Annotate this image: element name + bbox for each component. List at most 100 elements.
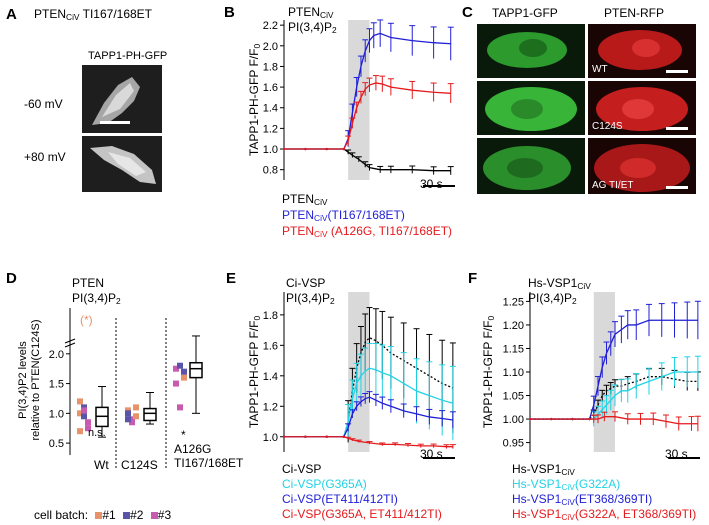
ytick-label-f-2: 1.05 bbox=[503, 391, 524, 403]
micrograph-c-rfp-c124s: C124S bbox=[588, 81, 696, 135]
datapoint-d-0-0 bbox=[77, 410, 83, 417]
axis-break-d-1 bbox=[64, 338, 76, 344]
ytick-label-f-6: 1.25 bbox=[503, 296, 524, 308]
datapoint-d-0-3 bbox=[77, 398, 83, 405]
point-b-2-3 bbox=[342, 147, 346, 151]
ytick-label-d-3: 2.0 bbox=[49, 349, 64, 361]
micrograph-a-minus60 bbox=[82, 65, 162, 133]
ytick-label-f-4: 1.15 bbox=[503, 343, 524, 355]
micrograph-c-rfp-agtiet: AG TI/ET bbox=[588, 138, 696, 194]
ytick-label-b-5: 1.8 bbox=[263, 61, 278, 73]
batch-swatch-1 bbox=[95, 512, 103, 519]
ytick-label-e-4: 1.8 bbox=[263, 310, 278, 322]
ytick-label-f-1: 1.00 bbox=[503, 414, 524, 426]
micrograph-a-plus80 bbox=[82, 136, 162, 192]
micrograph-c-gfp-agtiet bbox=[477, 138, 585, 194]
legend-f-2: Hs-VSP1CiV(G322A) bbox=[512, 477, 621, 493]
legend-f-4: Hs-VSP1CiV(G322A, ET368/369TI) bbox=[512, 507, 697, 523]
axis-break-d-2 bbox=[64, 342, 76, 348]
batch-swatch-3 bbox=[150, 512, 158, 519]
datapoint-d-2-4 bbox=[177, 404, 183, 411]
legend-b-3: PTENCiV (A126G, TI167/168ET) bbox=[282, 224, 453, 240]
legend-f-3: Hs-VSP1CiV(ET368/369TI) bbox=[512, 492, 653, 508]
ytick-label-e-1: 1.2 bbox=[263, 401, 278, 413]
ytick-label-b-4: 1.6 bbox=[263, 82, 278, 94]
datapoint-d-2-0 bbox=[173, 365, 179, 372]
box-d-2 bbox=[189, 361, 203, 379]
datapoint-d-0-6 bbox=[77, 428, 83, 435]
ytick-label-b-1: 1.0 bbox=[263, 144, 278, 156]
series-b-2 bbox=[284, 82, 451, 150]
datapoint-d-2-5 bbox=[181, 368, 187, 375]
panel-d-subtitle: PI(3,4)P2 bbox=[72, 291, 121, 307]
panel-d-group-3-label: A126G TI167/168ET bbox=[174, 442, 244, 470]
ytick-label-d-1: 1.0 bbox=[49, 408, 64, 420]
panel-e-scalebar-label: 30 s bbox=[420, 447, 443, 461]
ytick-label-e-0: 1.0 bbox=[263, 432, 278, 444]
ytick-label-d-0: 0.5 bbox=[49, 438, 64, 450]
point-b-2-2 bbox=[325, 147, 328, 151]
point-e-3-0 bbox=[282, 435, 286, 438]
panel-label-c: C bbox=[462, 4, 473, 21]
point-e-3-3 bbox=[342, 435, 346, 438]
ytick-label-f-0: 0.95 bbox=[503, 438, 524, 450]
ytick-label-d-2: 1.5 bbox=[49, 379, 64, 391]
scale-bar-c2 bbox=[666, 127, 688, 130]
panel-label-d: D bbox=[6, 270, 17, 287]
point-f-3-2 bbox=[571, 417, 574, 421]
panel-b-subtitle: PI(3,4)P2 bbox=[288, 20, 337, 36]
ytick-label-b-7: 2.2 bbox=[263, 20, 278, 32]
legend-e-1: Ci-VSP bbox=[282, 462, 322, 476]
ytick-label-b-6: 2.0 bbox=[263, 41, 278, 53]
datapoint-d-0-2 bbox=[85, 419, 91, 426]
panel-label-b: B bbox=[224, 4, 235, 21]
point-e-3-1 bbox=[304, 435, 307, 438]
ytick-label-e-2: 1.4 bbox=[263, 371, 278, 383]
panel-d-title: PTEN bbox=[72, 276, 105, 290]
point-b-2-1 bbox=[304, 147, 307, 151]
panel-c-col2-label: PTEN-RFP bbox=[604, 6, 664, 20]
legend-e-3: Ci-VSP(ET411/412TI) bbox=[282, 492, 398, 506]
panel-e-title: Ci-VSP bbox=[286, 276, 326, 290]
panel-d-annot-star: * bbox=[181, 428, 186, 442]
panel-c-row-label-3: AG TI/ET bbox=[592, 180, 634, 191]
legend-f-1: Hs-VSP1CiV bbox=[512, 462, 575, 478]
ytick-label-b-3: 1.4 bbox=[263, 103, 278, 115]
point-f-3-0 bbox=[528, 417, 532, 421]
micrograph-c-gfp-wt bbox=[477, 24, 585, 78]
ytick-label-e-3: 1.6 bbox=[263, 340, 278, 352]
panel-d-group-2-label: C124S bbox=[121, 458, 158, 472]
panel-a-row-label-1: -60 mV bbox=[24, 97, 63, 111]
scale-bar-c1 bbox=[666, 70, 688, 73]
micrograph-c-gfp-c124s bbox=[477, 81, 585, 135]
point-e-3-2 bbox=[325, 435, 328, 438]
ytick-label-f-3: 1.10 bbox=[503, 367, 524, 379]
panel-e-subtitle: PI(3,4)P2 bbox=[286, 291, 335, 307]
box-d-1 bbox=[143, 407, 157, 422]
point-f-3-3 bbox=[588, 417, 591, 421]
panel-c-row-label-1: WT bbox=[592, 64, 608, 75]
stim-shade-b bbox=[348, 20, 370, 180]
datapoint-d-1-3 bbox=[125, 410, 131, 417]
panel-c-col1-label: TAPP1-GFP bbox=[492, 6, 558, 20]
datapoint-d-1-5 bbox=[133, 404, 139, 411]
panel-a-image-label: TAPP1-PH-GFP bbox=[88, 50, 168, 62]
ytick-label-b-0: 0.8 bbox=[263, 165, 278, 177]
panel-d-outlier-label: (*) bbox=[80, 313, 93, 327]
legend-e-4: Ci-VSP(G365A, ET411/412TI) bbox=[282, 507, 442, 521]
panel-f-subtitle: PI(3,4)P2 bbox=[528, 291, 577, 307]
point-f-3-1 bbox=[550, 417, 553, 421]
batch-swatch-2 bbox=[123, 512, 131, 519]
panel-label-f: F bbox=[468, 270, 478, 287]
legend-b-1: PTENCiV bbox=[282, 192, 328, 208]
datapoint-d-1-6 bbox=[125, 416, 131, 423]
micrograph-c-rfp-wt: WT bbox=[588, 24, 696, 78]
panel-label-a: A bbox=[6, 6, 17, 23]
panel-a-title: PTENCiV TI167/168ET bbox=[34, 7, 153, 23]
legend-e-2: Ci-VSP(G365A) bbox=[282, 477, 367, 491]
panel-label-e: E bbox=[226, 270, 237, 287]
datapoint-d-2-1 bbox=[177, 362, 183, 369]
